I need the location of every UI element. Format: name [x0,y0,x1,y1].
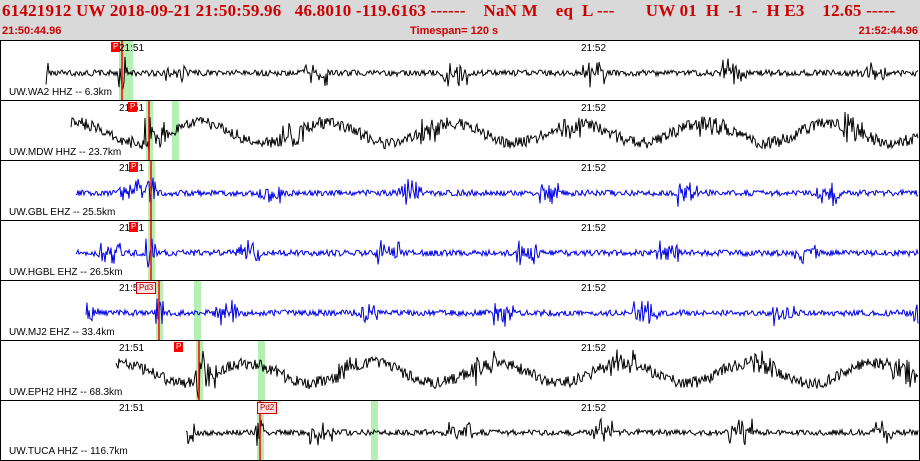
station-channel-label: UW.HGBL EHZ -- 26.5km [9,267,123,278]
secondary-window-highlight [172,101,179,161]
phase-pick-flag[interactable]: P [128,102,138,112]
trace-panel[interactable]: 21:51 21:52 P UW.EPH2 HHZ -- 68.3km [0,340,920,401]
phase-pick-flag[interactable]: P [129,162,139,172]
seismic-waveform [45,56,919,90]
seismic-waveform [70,111,919,153]
time-tick-label: 21:52 [581,103,607,114]
station-channel-label: UW.MJ2 EHZ -- 33.4km [9,327,115,338]
phase-pick-flag[interactable]: Pd2 [257,402,278,414]
end-time: 21:52:44.96 [858,25,918,37]
waveform-plot [75,221,919,281]
time-tick-label: 21:51 [119,283,145,294]
phase-pick-flag[interactable]: P [111,42,121,52]
secondary-window-highlight [194,281,201,341]
station-channel-label: UW.GBL EHZ -- 25.5km [9,207,116,218]
waveform-plot [115,341,919,401]
waveform-plot [75,161,919,221]
seismic-waveform [75,238,919,268]
station-channel-label: UW.MDW HHZ -- 23.7km [9,147,122,158]
waveform-plot [70,101,919,161]
time-tick-label: 21:52 [581,283,607,294]
phase-pick-flag[interactable]: P [174,342,184,352]
event-summary-title: 61421912 UW 2018-09-21 21:50:59.96 46.80… [2,1,896,20]
seismic-waveform [75,177,919,207]
time-tick-label: 21:51 [119,43,145,54]
phase-pick-flag[interactable]: P [129,222,139,232]
time-tick-label: 21:52 [581,223,607,234]
trace-panel[interactable]: 21:51 21:52 Pd2 UW.TUCA HHZ -- 116.7km [0,400,920,461]
trace-panel[interactable]: 21:51 21:52 Pd3 UW.MJ2 EHZ -- 33.4km [0,280,920,341]
seismic-waveform [185,417,919,446]
secondary-window-highlight [258,341,265,401]
time-tick-label: 21:51 [119,403,145,414]
station-channel-label: UW.TUCA HHZ -- 116.7km [9,446,128,457]
waveform-plot [45,41,919,101]
seismic-waveform [85,298,919,327]
waveform-plot [85,281,919,341]
time-tick-label: 21:52 [581,163,607,174]
event-header: 61421912 UW 2018-09-21 21:50:59.96 46.80… [0,0,920,40]
seismic-waveform [115,349,919,401]
phase-pick-flag[interactable]: Pd3 [136,282,157,294]
time-tick-label: 21:52 [581,343,607,354]
timespan-label: Timespan= 120 s [410,25,499,37]
time-tick-label: 21:52 [581,43,607,54]
trace-panel[interactable]: 21:51 21:52 P UW.WA2 HHZ -- 6.3km [0,40,920,101]
time-tick-label: 21:51 [119,343,145,354]
start-time: 21:50:44.96 [2,25,62,37]
station-channel-label: UW.EPH2 HHZ -- 68.3km [9,387,123,398]
time-tick-label: 21:52 [581,403,607,414]
station-channel-label: UW.WA2 HHZ -- 6.3km [9,87,112,98]
